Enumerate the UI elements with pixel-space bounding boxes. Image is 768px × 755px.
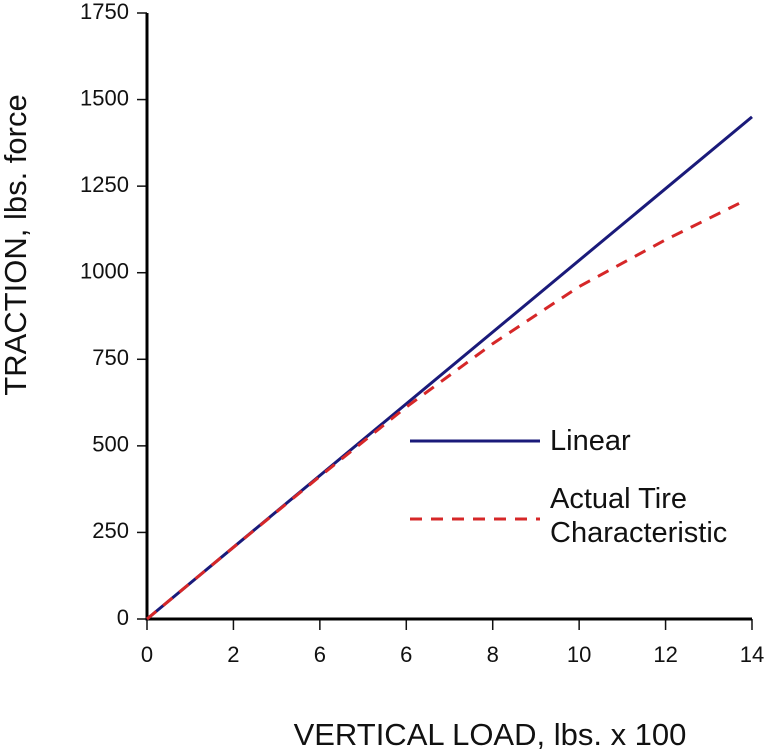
y-tick-label: 250 (92, 518, 129, 543)
x-tick-label: 12 (653, 642, 677, 667)
x-axis-label: VERTICAL LOAD, lbs. x 100 (294, 717, 687, 752)
y-tick-label: 1000 (80, 259, 129, 284)
x-tick-label: 14 (740, 642, 764, 667)
y-tick-label: 1500 (80, 85, 129, 110)
x-tick-label: 6 (400, 642, 412, 667)
x-tick-label: 0 (141, 642, 153, 667)
line (146, 202, 740, 621)
y-tick-label: 500 (92, 432, 129, 457)
x-tick-label: 6 (314, 642, 326, 667)
y-axis-label: TRACTION, lbs. force (0, 94, 33, 395)
y-tick-label: 750 (92, 345, 129, 370)
x-tick-label: 10 (567, 642, 591, 667)
y-tick-label: 0 (117, 605, 129, 630)
x-tick-label: 2 (227, 642, 239, 667)
legend-label: Linear (550, 425, 631, 457)
x-tick-label: 8 (487, 642, 499, 667)
legend-label: Actual Tire Characteristic (550, 483, 728, 549)
y-tick-label: 1250 (80, 172, 129, 197)
y-tick-label: 1750 (80, 0, 129, 24)
